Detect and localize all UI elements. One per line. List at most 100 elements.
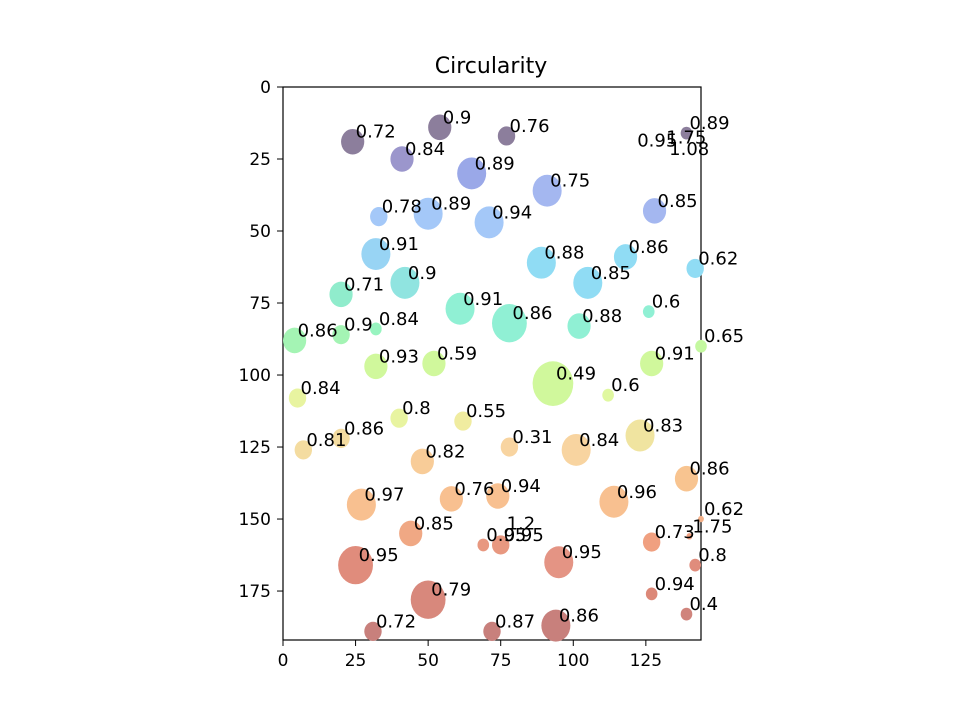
blob-15	[526, 246, 556, 279]
blob-36	[454, 411, 472, 431]
blob-46	[486, 483, 510, 509]
blob-13	[474, 206, 504, 239]
blob-label-19: 0.71	[344, 274, 384, 295]
blob-12	[413, 197, 443, 230]
blob-57	[689, 558, 701, 572]
blob-59	[410, 580, 446, 619]
blob-label-24: 0.88	[582, 306, 622, 327]
blob-label-27: 0.9	[344, 315, 373, 336]
blob-label-18: 0.9	[408, 263, 437, 284]
label-layer: 0.720.9 0.76 0.890.840.890.750.951.751.080…	[298, 107, 744, 632]
blob-label-45: 0.76	[454, 479, 494, 500]
blob-49	[399, 520, 423, 547]
blob-label-47: 0.96	[617, 482, 657, 503]
blob-label-14: 0.91	[379, 234, 419, 255]
blob-label-13: 0.94	[492, 202, 532, 223]
blob-label-32: 0.49	[556, 364, 596, 385]
blob-label-31: 0.91	[655, 344, 695, 365]
blob-label-37: 0.83	[643, 416, 683, 437]
blob-14	[361, 238, 391, 271]
blob-47	[599, 485, 629, 518]
y-tick-label-1: 25	[249, 150, 271, 170]
blob-19	[329, 281, 353, 308]
plot-area: 0.720.9 0.76 0.890.840.890.750.951.751.080…	[282, 86, 744, 642]
blob-43	[674, 465, 699, 492]
blob-56	[338, 545, 373, 585]
blob-29	[364, 353, 388, 380]
blob-label-11: 0.78	[382, 197, 422, 218]
x-tick-label-2: 50	[417, 651, 439, 671]
blob-label-3: 0.89	[689, 113, 729, 134]
blob-5	[457, 157, 487, 190]
y-tick-label-3: 75	[249, 294, 271, 314]
blob-4	[390, 146, 414, 172]
blob-label-52: 0.95	[504, 525, 544, 546]
blob-6	[532, 174, 562, 207]
blob-label-12: 0.89	[431, 194, 471, 215]
blob-label-34: 0.84	[301, 378, 341, 399]
blob-label-60: 0.4	[689, 594, 718, 615]
blob-37	[625, 419, 655, 452]
y-tick-label-4: 100	[239, 366, 271, 386]
blob-label-25: 0.84	[379, 309, 419, 330]
y-tick-label-0: 0	[260, 78, 271, 98]
blob-55	[544, 546, 574, 579]
y-tick-label-6: 150	[239, 510, 271, 530]
blob-3	[680, 126, 693, 140]
blob-label-57: 0.8	[698, 545, 727, 566]
blob-51	[477, 538, 490, 552]
y-tick-label-5: 125	[239, 438, 271, 458]
blob-label-4: 0.84	[405, 139, 445, 160]
blob-label-9: 1.08	[669, 139, 709, 160]
blob-label-40: 0.84	[579, 430, 619, 451]
blob-45	[439, 486, 463, 512]
blob-label-2: 0.76	[510, 116, 550, 137]
blob-48	[698, 515, 704, 523]
blob-label-0: 0.72	[356, 122, 396, 143]
y-tick-label-7: 175	[239, 582, 271, 602]
blob-23	[492, 304, 527, 343]
blob-label-58: 0.94	[655, 574, 695, 595]
x-tick-label-0: 0	[278, 651, 289, 671]
blob-label-51: 0.95	[486, 525, 526, 546]
blob-30	[422, 350, 446, 377]
blob-label-55: 0.95	[562, 542, 602, 563]
blob-label-59: 0.79	[431, 580, 471, 601]
blob-38	[332, 428, 350, 448]
blob-24	[567, 313, 591, 339]
blob-39	[294, 440, 313, 460]
blob-label-41: 0.31	[512, 427, 552, 448]
blob-28	[695, 339, 707, 353]
blob-17	[686, 258, 704, 279]
blob-21	[445, 292, 475, 325]
blob-label-39: 0.81	[306, 430, 346, 451]
blob-54	[686, 533, 693, 540]
blob-31	[640, 350, 664, 377]
blob-32	[532, 361, 574, 407]
x-tick-label-3: 75	[490, 651, 512, 671]
blob-label-15: 0.88	[544, 243, 584, 264]
blob-62	[483, 621, 501, 641]
blob-label-10: 0.85	[658, 191, 698, 212]
blob-label-56: 0.95	[359, 545, 399, 566]
blob-label-35: 0.8	[402, 398, 431, 419]
blob-34	[288, 388, 307, 408]
blob-label-43: 0.86	[689, 459, 729, 480]
blob-label-62: 0.87	[495, 611, 535, 632]
blob-label-1: 0.9	[443, 107, 472, 128]
x-axis: 0 25 50 75 100 125	[278, 640, 662, 671]
y-axis: 0 25 50 75 100 125 150 175	[239, 78, 283, 602]
x-tick-label-1: 25	[345, 651, 367, 671]
blob-11	[370, 207, 388, 227]
blob-label-38: 0.86	[344, 418, 384, 439]
blob-label-21: 0.91	[463, 289, 503, 310]
blob-label-42: 0.82	[425, 441, 465, 462]
blob-label-49: 0.85	[414, 513, 454, 534]
blob-53	[642, 532, 661, 552]
blob-1	[428, 114, 452, 141]
blob-27	[332, 325, 350, 345]
blob-25	[370, 322, 382, 336]
blob-layer	[283, 114, 707, 642]
blob-label-8: 1.75	[666, 127, 706, 148]
